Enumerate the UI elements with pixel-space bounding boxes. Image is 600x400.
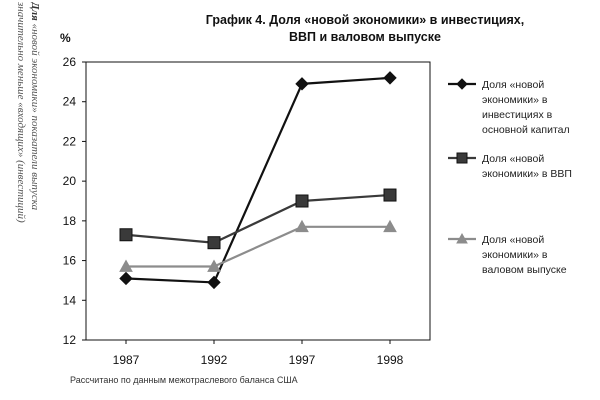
y-tick-label: 14 (63, 293, 77, 307)
series-3-point (383, 219, 397, 233)
legend-label-1: экономики» в (482, 94, 548, 106)
y-tick-label: 18 (63, 214, 77, 228)
chart-footnote: Рассчитано по данным межотраслевого бала… (70, 375, 298, 385)
side-annotation-label: Для (29, 2, 41, 21)
series-2-point (119, 228, 133, 242)
series-2-point (383, 188, 397, 202)
legend-marker-3 (456, 232, 468, 244)
legend-label-1: инвестициях в (482, 109, 553, 121)
y-tick-label: 24 (63, 95, 77, 109)
y-tick-label: 16 (63, 254, 77, 268)
legend-label-1: основной капитал (482, 124, 570, 136)
legend-label-1: Доля «новой (482, 79, 544, 91)
x-tick-label: 1987 (113, 353, 140, 367)
series-line-1 (125, 76, 391, 284)
legend-label-3: Доля «новой (482, 234, 544, 246)
legend-label-2: Доля «новой (482, 153, 544, 165)
chart-title: График 4. Доля «новой экономики» в инвес… (200, 12, 530, 46)
x-tick-label: 1992 (201, 353, 228, 367)
series-1-point (207, 275, 221, 290)
legend-marker-2 (456, 152, 468, 164)
plot-area (85, 61, 431, 341)
legend-label-2: экономики» в ВВП (482, 168, 572, 180)
x-tick-label: 1998 (377, 353, 404, 367)
legend-label-3: экономики» в (482, 249, 548, 261)
series-1-point (119, 271, 133, 286)
legend-label-3: валовом выпуске (482, 264, 567, 276)
series-line-2 (125, 193, 391, 244)
series-1-point (295, 77, 309, 91)
series-1-point (383, 71, 397, 85)
side-annotation-line-2: значительно меньше «входящих» (инвестици… (15, 2, 27, 223)
series-2-point (295, 194, 309, 208)
x-tick-label: 1997 (289, 353, 316, 367)
y-axis-unit: % (60, 31, 71, 45)
side-annotation-line-1: «новой экономики» показатели выпуска (29, 23, 41, 211)
legend-marker-1 (456, 78, 468, 90)
y-tick-label: 12 (63, 333, 77, 347)
y-tick-label: 22 (63, 134, 77, 148)
y-tick-label: 20 (63, 174, 77, 188)
series-line-3 (126, 225, 390, 268)
series-3-point (119, 259, 133, 272)
series-3-point (295, 219, 309, 233)
y-tick-label: 26 (63, 55, 77, 69)
chart-title-line-2: ВВП и валовом выпуске (289, 30, 441, 44)
series-3-point (207, 259, 221, 272)
chart-title-line-1: График 4. Доля «новой экономики» в инвес… (205, 13, 525, 27)
side-annotation: Для «новой экономики» показатели выпуска… (2, 2, 42, 387)
series-2-point (207, 236, 221, 250)
